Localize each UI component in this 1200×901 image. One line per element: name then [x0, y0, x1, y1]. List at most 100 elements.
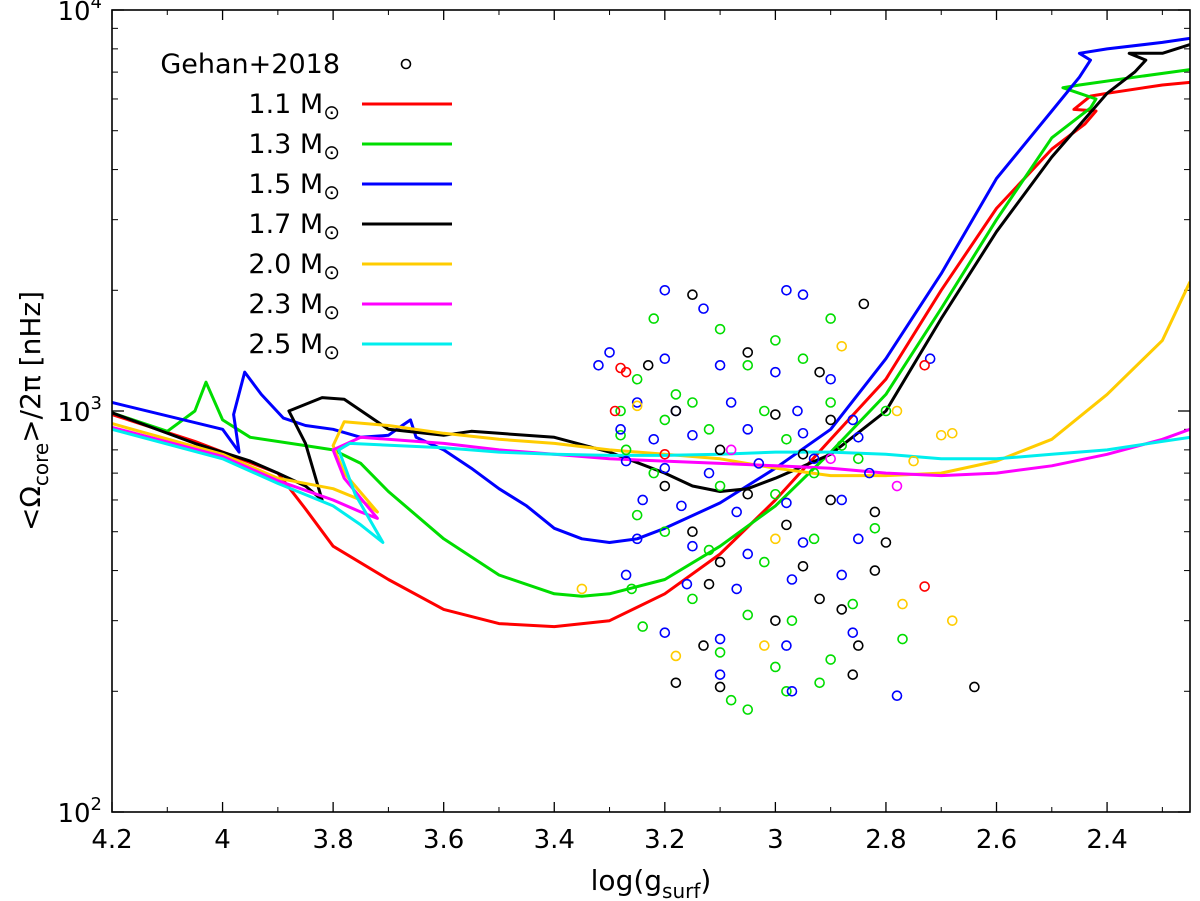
y-tick-labels: 104 103 102: [57, 0, 102, 829]
scatter-point: [648, 434, 660, 445]
scatter-point: [731, 583, 742, 595]
scatter-point: [681, 578, 693, 590]
scatter-point: [687, 397, 698, 408]
scatter-point: [897, 633, 908, 645]
scatter-point: [797, 427, 809, 439]
scatter-point: [725, 397, 737, 408]
scatter-point: [659, 353, 671, 365]
x-tick-label: 3.8: [312, 825, 353, 855]
series-line: [112, 36, 1190, 544]
scatter-point: [825, 313, 836, 324]
x-axis-label-end: ): [700, 864, 711, 897]
scatter-point: [631, 400, 643, 412]
scatter-point: [687, 593, 698, 605]
scatter-point: [797, 537, 809, 548]
scatter-point: [714, 323, 726, 335]
scatter-point: [969, 681, 980, 693]
scatter-point: [659, 462, 671, 474]
scatter-point: [853, 533, 864, 545]
scatter-point: [670, 650, 682, 662]
scatter-point: [924, 353, 936, 365]
scatter-point: [725, 694, 737, 706]
scatter-point: [825, 373, 836, 385]
scatter-point: [836, 340, 848, 352]
scatter-point: [825, 654, 836, 665]
scatter-point: [853, 431, 864, 443]
scatter-point: [631, 373, 643, 385]
scatter-point: [759, 405, 770, 417]
scatter-point: [620, 569, 632, 581]
legend-label: 2.0 M⊙: [248, 249, 340, 284]
scatter-point: [781, 685, 792, 697]
scatter-point: [786, 685, 798, 697]
legend-marker: [400, 58, 412, 70]
scatter-point: [637, 621, 649, 632]
scatter-point: [631, 533, 643, 545]
scatter-point: [725, 444, 737, 456]
scatter-point: [631, 397, 643, 408]
x-axis-label: log(gsurf): [591, 864, 712, 901]
scatter-point: [714, 556, 726, 568]
scatter-point: [808, 467, 820, 479]
scatter-point: [781, 497, 792, 509]
scatter-point: [687, 526, 698, 538]
scatter-point: [825, 397, 836, 408]
scatter-point: [836, 494, 848, 506]
series-line: [112, 80, 1190, 629]
scatter-point: [808, 533, 820, 545]
legend-label: 1.7 M⊙: [248, 209, 340, 244]
scatter-point: [714, 480, 726, 492]
scatter-point: [814, 677, 825, 689]
x-tick-label: 2.8: [865, 825, 906, 855]
scatter-point: [847, 669, 859, 680]
scatter-point: [792, 405, 803, 417]
scatter-point: [714, 681, 726, 693]
scatter-point: [626, 583, 637, 595]
scatter-point: [825, 414, 836, 426]
scatter-point: [642, 360, 654, 371]
scatter-point: [703, 467, 715, 479]
scatter-point: [648, 467, 660, 479]
x-tick-label: 2.6: [976, 825, 1017, 855]
legend-label: 1.5 M⊙: [248, 169, 340, 204]
scatter-point: [814, 593, 825, 605]
y-axis-label-end: >/2π [nHz]: [14, 291, 47, 443]
scatter-point: [891, 405, 903, 417]
scatter-point: [770, 335, 781, 346]
scatter-point: [593, 360, 604, 371]
scatter-point: [864, 467, 875, 479]
scatter-point: [714, 647, 726, 658]
scatter-point: [703, 544, 715, 556]
scatter-point: [742, 609, 754, 621]
scatter-point: [836, 569, 848, 581]
scatter-point: [814, 366, 825, 378]
scatter-point: [946, 427, 958, 439]
scatter-point: [676, 500, 687, 512]
x-tick-label: 3: [767, 825, 784, 855]
legend-label: Gehan+2018: [160, 49, 340, 80]
scatter-point: [698, 303, 709, 314]
scatter-point: [659, 448, 671, 460]
legend-label: 2.3 M⊙: [248, 289, 340, 324]
scatter-point: [935, 429, 947, 441]
scatter-point: [847, 414, 859, 426]
scatter-point: [880, 537, 892, 548]
scatter-point: [853, 640, 864, 651]
scatter-point: [919, 360, 930, 371]
scatter-point: [698, 640, 709, 651]
scatter-point: [897, 598, 908, 610]
legend-label: 2.5 M⊙: [248, 329, 340, 364]
scatter-point: [808, 453, 820, 465]
scatter-point: [825, 453, 836, 465]
scatter-point: [858, 298, 870, 310]
scatter-point: [615, 424, 626, 435]
scatter-point: [659, 627, 671, 638]
scatter-point: [742, 424, 754, 435]
scatter-point: [648, 313, 660, 324]
scatter-point: [714, 633, 726, 645]
series-line: [112, 68, 1190, 598]
series-line: [112, 43, 1190, 502]
x-tick-label: 3.6: [423, 825, 464, 855]
scatter-point: [631, 509, 643, 521]
